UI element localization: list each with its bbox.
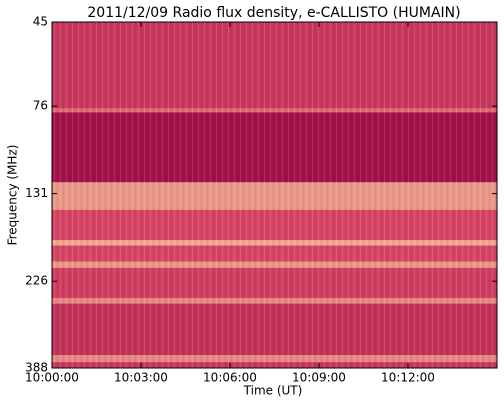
y-tick-label: 388 bbox=[25, 361, 48, 375]
y-axis-label: Frequency (MHz) bbox=[6, 145, 20, 246]
plot-frame bbox=[51, 21, 498, 369]
y-tick-label: 45 bbox=[33, 15, 48, 29]
x-tick-label: 10:03:00 bbox=[114, 371, 168, 385]
x-axis-label: Time (UT) bbox=[243, 384, 303, 398]
x-tick-label: 10:00:00 bbox=[25, 371, 79, 385]
y-tick-label: 226 bbox=[25, 274, 48, 288]
x-tick-label: 10:06:00 bbox=[203, 371, 257, 385]
y-tick-label: 131 bbox=[25, 186, 48, 200]
y-tick-label: 76 bbox=[33, 99, 48, 113]
x-tick-label: 10:09:00 bbox=[292, 371, 346, 385]
x-tick-label: 10:12:00 bbox=[381, 371, 435, 385]
texture bbox=[52, 22, 497, 368]
chart-title: 2011/12/09 Radio flux density, e-CALLIST… bbox=[87, 5, 460, 21]
